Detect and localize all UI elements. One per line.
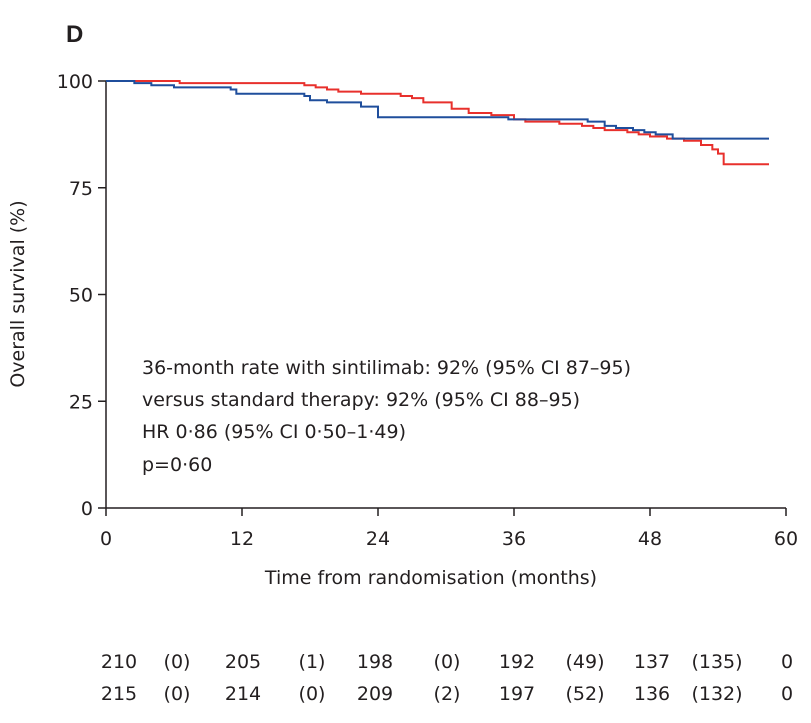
risk-cell: (132)	[691, 683, 742, 705]
risk-cell: 210	[101, 651, 137, 673]
risk-cell: 209	[357, 683, 393, 705]
risk-cell: (1)	[299, 651, 326, 673]
risk-cell: 214	[225, 683, 261, 705]
x-ticks: 0 12 24 36 48 60	[100, 508, 798, 550]
annotation-standard-rate: versus standard therapy: 92% (95% CI 88–…	[142, 389, 580, 411]
risk-cell: (2)	[434, 683, 461, 705]
y-ticks: 0 25 50 75 100	[57, 71, 106, 520]
survival-curve-1	[106, 80, 769, 166]
y-tick-label: 100	[57, 71, 93, 93]
risk-cell: 197	[499, 683, 535, 705]
y-axis-label: Overall survival (%)	[7, 200, 29, 387]
risk-cell: 0	[781, 683, 793, 705]
y-tick-label: 50	[69, 285, 93, 307]
x-tick-label: 48	[638, 528, 662, 550]
risk-cell: 0	[781, 651, 793, 673]
x-tick-label: 12	[230, 528, 254, 550]
risk-cell: 137	[634, 651, 670, 673]
y-tick-label: 75	[69, 178, 93, 200]
panel-label: D	[66, 21, 83, 48]
annotation-p-value: p=0·60	[142, 454, 212, 476]
risk-cell: (0)	[164, 651, 191, 673]
risk-cell: (52)	[565, 683, 604, 705]
x-tick-label: 36	[502, 528, 526, 550]
risk-cell: 198	[357, 651, 393, 673]
series-group	[106, 80, 769, 166]
risk-cell: (0)	[434, 651, 461, 673]
x-axis-label: Time from randomisation (months)	[264, 567, 597, 589]
x-tick-label: 24	[366, 528, 390, 550]
risk-cell: (0)	[164, 683, 191, 705]
risk-cell: 192	[499, 651, 535, 673]
risk-cell: 136	[634, 683, 670, 705]
annotation-sintilimab-rate: 36-month rate with sintilimab: 92% (95% …	[142, 357, 631, 379]
y-tick-label: 0	[81, 498, 93, 520]
y-tick-label: 25	[69, 391, 93, 413]
number-at-risk-table: 210 (0) 205 (1) 198 (0) 192 (49) 137 (135) 0 215 (0)…	[101, 651, 793, 705]
axes	[105, 81, 786, 509]
annotation-hazard-ratio: HR 0·86 (95% CI 0·50–1·49)	[142, 421, 406, 443]
risk-cell: (0)	[299, 683, 326, 705]
annotations: 36-month rate with sintilimab: 92% (95% …	[142, 357, 631, 476]
survival-curve-2	[106, 80, 769, 140]
risk-cell: 205	[225, 651, 261, 673]
x-tick-label: 60	[774, 528, 798, 550]
x-tick-label: 0	[100, 528, 112, 550]
risk-cell: (135)	[691, 651, 742, 673]
risk-cell: 215	[101, 683, 137, 705]
risk-cell: (49)	[565, 651, 604, 673]
